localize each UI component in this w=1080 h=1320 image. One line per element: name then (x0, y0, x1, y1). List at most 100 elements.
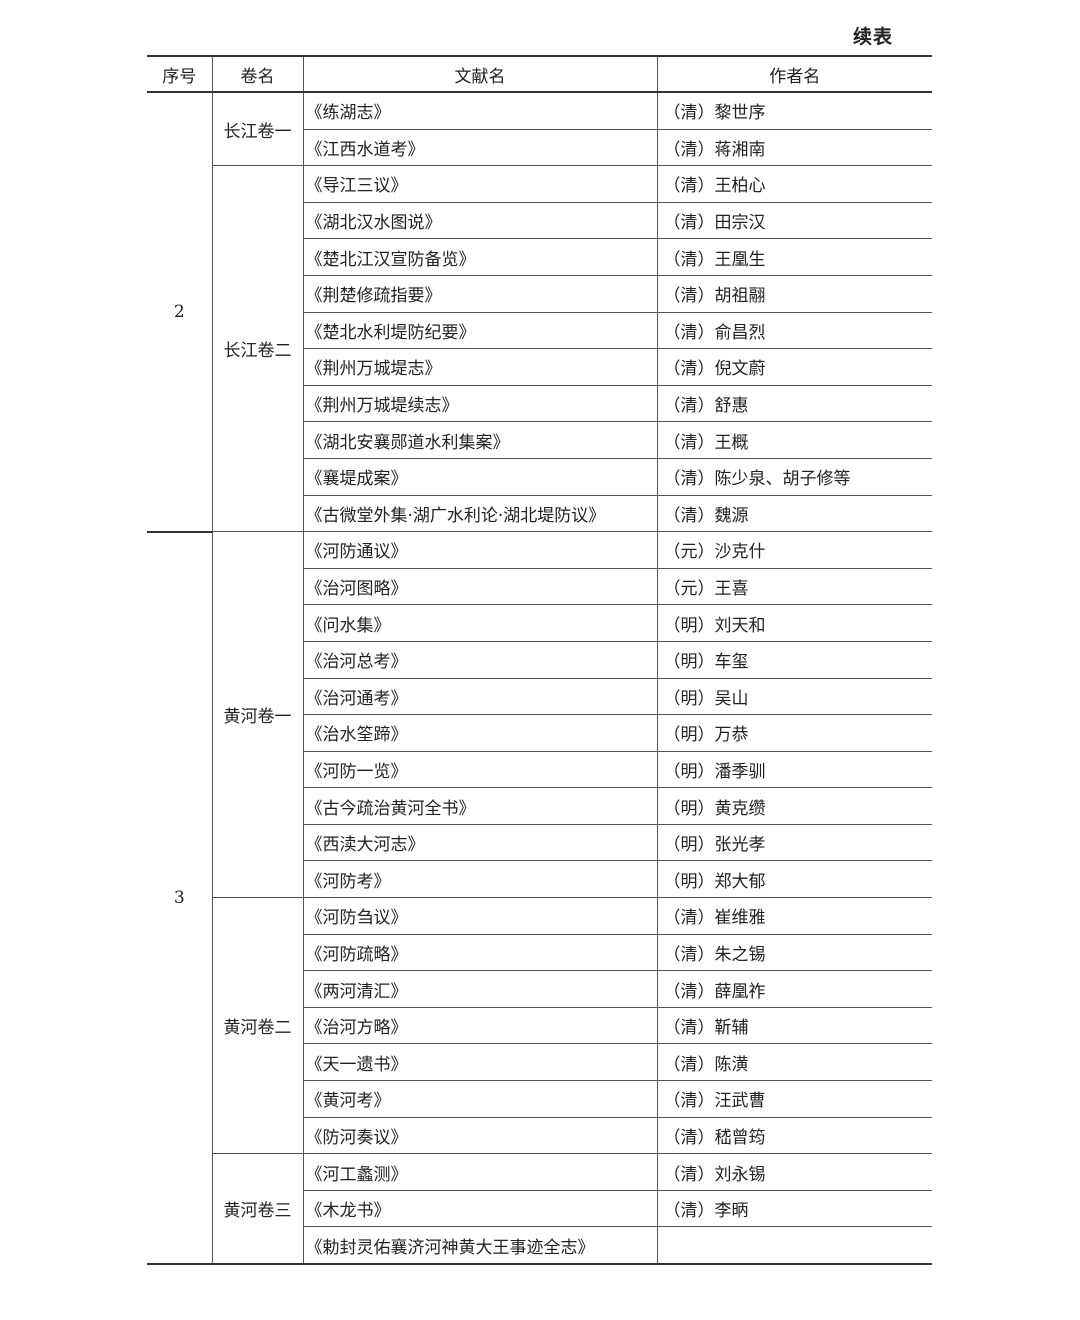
table-row: 《荆州万城堤志》 （清）倪文蔚 (147, 348, 932, 386)
document-title: 《导江三议》 (302, 165, 658, 203)
author-name: （清）靳辅 (656, 1006, 932, 1045)
header-document: 文献名 (302, 55, 658, 93)
author-name: （清）汪武曹 (656, 1080, 932, 1118)
volume-name: 长江卷二 (211, 165, 304, 533)
document-title: 《湖北汉水图说》 (302, 201, 658, 240)
volume-name: 黄河卷三 (211, 1153, 304, 1266)
table-row: 黄河卷二 《河防刍议》 （清）崔维雅 (147, 897, 932, 1155)
document-title: 《西渎大河志》 (302, 823, 658, 862)
author-name: （清）王柏心 (656, 165, 932, 203)
author-name: （清）李昞 (656, 1189, 932, 1228)
author-name: （清）蒋湘南 (656, 128, 932, 167)
document-title: 《防河奏议》 (302, 1116, 658, 1155)
author-name: （清）田宗汉 (656, 201, 932, 240)
document-title: 《古微堂外集·湖广水利论·湖北堤防议》 (302, 494, 658, 533)
volume-name: 黄河卷一 (211, 531, 304, 899)
document-title: 《荆楚修疏指要》 (302, 274, 658, 313)
table-row: 《勅封灵佑襄济河神黄大王事迹全志》 (147, 1226, 932, 1266)
author-name: （清）陈潢 (656, 1043, 932, 1082)
author-name: （明）刘天和 (656, 604, 932, 642)
document-title: 《河防考》 (302, 860, 658, 899)
author-name: （清）陈少泉、胡子修等 (656, 457, 932, 496)
document-title: 《治河图略》 (302, 567, 658, 606)
table-row: 《治河通考》 （明）吴山 (147, 677, 932, 716)
document-title: 《治河通考》 (302, 677, 658, 716)
author-name: （清）俞昌烈 (656, 311, 932, 350)
table-row: 《荆州万城堤续志》 （清）舒惠 (147, 384, 932, 423)
table-row: 《河防考》 （明）郑大郁 (147, 860, 932, 899)
document-title: 《两河清汇》 (302, 970, 658, 1008)
author-name (656, 1226, 932, 1266)
document-title: 《楚北水利堤防纪要》 (302, 311, 658, 350)
author-name: （元）沙克什 (656, 531, 932, 569)
document-title: 《河防一览》 (302, 750, 658, 789)
table-row: 《两河清汇》 （清）薛凰祚 (147, 970, 932, 1008)
document-title: 《天一遗书》 (302, 1043, 658, 1082)
author-name: （清）朱之锡 (656, 933, 932, 972)
document-title: 《河防通议》 (302, 531, 658, 569)
table-row: 《荆楚修疏指要》 （清）胡祖翮 (147, 274, 932, 313)
author-name: （明）郑大郁 (656, 860, 932, 899)
document-title: 《问水集》 (302, 604, 658, 642)
author-name: （清）舒惠 (656, 384, 932, 423)
author-name: （清）崔维雅 (656, 897, 932, 935)
table-row: 长江卷二 《导江三议》 （清）王柏心 (147, 165, 932, 533)
table-row: 《治水筌蹄》 （明）万恭 (147, 714, 932, 752)
table-row: 《治河图略》 （元）王喜 (147, 567, 932, 606)
author-name: （清）胡祖翮 (656, 274, 932, 313)
table-row: 《问水集》 （明）刘天和 (147, 604, 932, 642)
document-title: 《木龙书》 (302, 1189, 658, 1228)
document-title: 《黄河考》 (302, 1080, 658, 1118)
header-author: 作者名 (656, 55, 932, 93)
table-row: 《楚北水利堤防纪要》 （清）俞昌烈 (147, 311, 932, 350)
table-row: 黄河卷三 《河工蠡测》 （清）刘永锡 (147, 1153, 932, 1266)
author-name: （清）魏源 (656, 494, 932, 533)
document-title: 《河工蠡测》 (302, 1153, 658, 1191)
document-title: 《襄堤成案》 (302, 457, 658, 496)
table-header-row: 序号 卷名 文献名 作者名 (147, 55, 932, 93)
volume-name: 长江卷一 (211, 91, 304, 167)
document-title: 《河防刍议》 (302, 897, 658, 935)
table-row: 《木龙书》 （清）李昞 (147, 1189, 932, 1228)
author-name: （明）黄克缵 (656, 787, 932, 825)
author-name: （明）吴山 (656, 677, 932, 716)
document-title: 《治水筌蹄》 (302, 714, 658, 752)
table-row: 3 黄河卷一 《河防通议》 （元）沙克什 (147, 531, 932, 1266)
seq-number: 3 (147, 531, 213, 1266)
author-name: （清）薛凰祚 (656, 970, 932, 1008)
author-name: （清）嵇曾筠 (656, 1116, 932, 1155)
table-row: 《天一遗书》 （清）陈潢 (147, 1043, 932, 1082)
table-row: 《古微堂外集·湖广水利论·湖北堤防议》 （清）魏源 (147, 494, 932, 533)
author-name: （明）车玺 (656, 640, 932, 679)
table-row: 《古今疏治黄河全书》 （明）黄克缵 (147, 787, 932, 825)
author-name: （清）王凰生 (656, 238, 932, 276)
literature-table: 序号 卷名 文献名 作者名 2 长江卷一 《练湖志》 （清）黎世序 《江西水道考》 （清）… (147, 55, 932, 1266)
header-volume: 卷名 (211, 55, 304, 93)
document-title: 《古今疏治黄河全书》 (302, 787, 658, 825)
table-row: 2 长江卷一 《练湖志》 （清）黎世序 (147, 91, 932, 533)
table-row: 《黄河考》 （清）汪武曹 (147, 1080, 932, 1118)
author-name: （明）张光孝 (656, 823, 932, 862)
table-row: 《西渎大河志》 （明）张光孝 (147, 823, 932, 862)
author-name: （清）刘永锡 (656, 1153, 932, 1191)
author-name: （清）王概 (656, 421, 932, 459)
table-row: 《湖北安襄郧道水利集案》 （清）王概 (147, 421, 932, 459)
document-title: 《治河方略》 (302, 1006, 658, 1045)
table-row: 《河防疏略》 （清）朱之锡 (147, 933, 932, 972)
author-name: （元）王喜 (656, 567, 932, 606)
author-name: （清）黎世序 (656, 91, 932, 130)
table-row: 《楚北江汉宣防备览》 （清）王凰生 (147, 238, 932, 276)
table-row: 《江西水道考》 （清）蒋湘南 (147, 128, 932, 167)
table-row: 《襄堤成案》 （清）陈少泉、胡子修等 (147, 457, 932, 496)
seq-number: 2 (147, 91, 213, 533)
document-title: 《江西水道考》 (302, 128, 658, 167)
document-title: 《湖北安襄郧道水利集案》 (302, 421, 658, 459)
document-title: 《楚北江汉宣防备览》 (302, 238, 658, 276)
header-seq: 序号 (147, 55, 213, 93)
author-name: （明）万恭 (656, 714, 932, 752)
table-row: 《治河总考》 （明）车玺 (147, 640, 932, 679)
document-title: 《勅封灵佑襄济河神黄大王事迹全志》 (302, 1226, 658, 1266)
author-name: （清）倪文蔚 (656, 348, 932, 386)
table-row: 《河防一览》 （明）潘季驯 (147, 750, 932, 789)
document-title: 《荆州万城堤志》 (302, 348, 658, 386)
